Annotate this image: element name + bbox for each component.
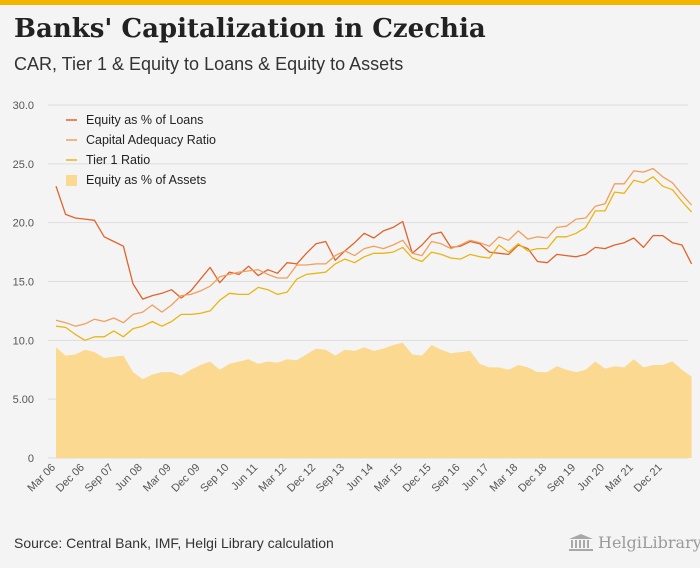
legend-label: Equity as % of Loans (86, 113, 203, 127)
y-tick-label: 5.00 (13, 394, 34, 406)
top-accent-bar (0, 0, 700, 5)
legend: Equity as % of Loans Capital Adequacy Rat… (66, 113, 216, 187)
series-line-2 (55, 176, 693, 341)
x-tick-label: Jun 11 (229, 462, 260, 493)
source-note: Source: Central Bank, IMF, Helgi Library… (14, 535, 334, 551)
x-tick-label: Mar 21 (603, 462, 636, 495)
x-tick-label: Sep 16 (429, 462, 462, 495)
x-tick-label: Mar 18 (488, 462, 521, 495)
x-tick-label: Sep 19 (545, 462, 578, 495)
x-tick-label: Dec 21 (632, 462, 665, 495)
series-line-0 (55, 185, 693, 300)
legend-swatch (66, 175, 77, 186)
area-layer (56, 342, 692, 458)
x-tick-label: Mar 12 (257, 462, 290, 495)
library-building-icon (569, 533, 593, 551)
y-tick-label: 25.0 (13, 159, 34, 171)
x-tick-label: Mar 06 (25, 462, 58, 495)
legend-label: Equity as % of Assets (86, 173, 206, 187)
chart-subtitle: CAR, Tier 1 & Equity to Loans & Equity t… (14, 54, 404, 74)
x-tick-label: Jun 17 (460, 462, 492, 494)
x-tick-label: Mar 15 (372, 462, 405, 495)
x-tick-label: Sep 07 (83, 462, 116, 495)
series-area-equity-assets (56, 342, 692, 458)
y-tick-label: 10.0 (13, 335, 34, 347)
brand-logo: HelgiLibrary (568, 533, 700, 552)
x-tick-label: Jun 20 (575, 462, 607, 494)
series-line-1 (55, 167, 693, 327)
x-tick-label: Sep 13 (314, 462, 347, 495)
legend-label: Capital Adequacy Ratio (86, 133, 216, 147)
chart-title: Banks' Capitalization in Czechia (14, 14, 486, 44)
x-tick-label: Dec 15 (401, 462, 434, 495)
y-tick-label: 20.0 (13, 218, 34, 230)
x-tick-label: Mar 09 (141, 462, 174, 495)
x-tick-label: Dec 18 (516, 462, 549, 495)
x-tick-label: Dec 09 (169, 462, 202, 495)
line-layer (55, 167, 693, 341)
x-tick-label: Sep 10 (198, 462, 231, 495)
y-tick-label: 0 (28, 453, 34, 465)
brand-name: HelgiLibrary (598, 533, 700, 552)
x-tick-label: Jun 14 (344, 462, 376, 494)
y-tick-label: 30.0 (13, 100, 34, 112)
x-tick-label: Dec 12 (285, 462, 318, 495)
x-tick-label: Jun 08 (113, 462, 145, 494)
x-tick-label: Dec 06 (54, 462, 87, 495)
legend-label: Tier 1 Ratio (86, 153, 150, 167)
y-tick-label: 15.0 (13, 277, 34, 289)
